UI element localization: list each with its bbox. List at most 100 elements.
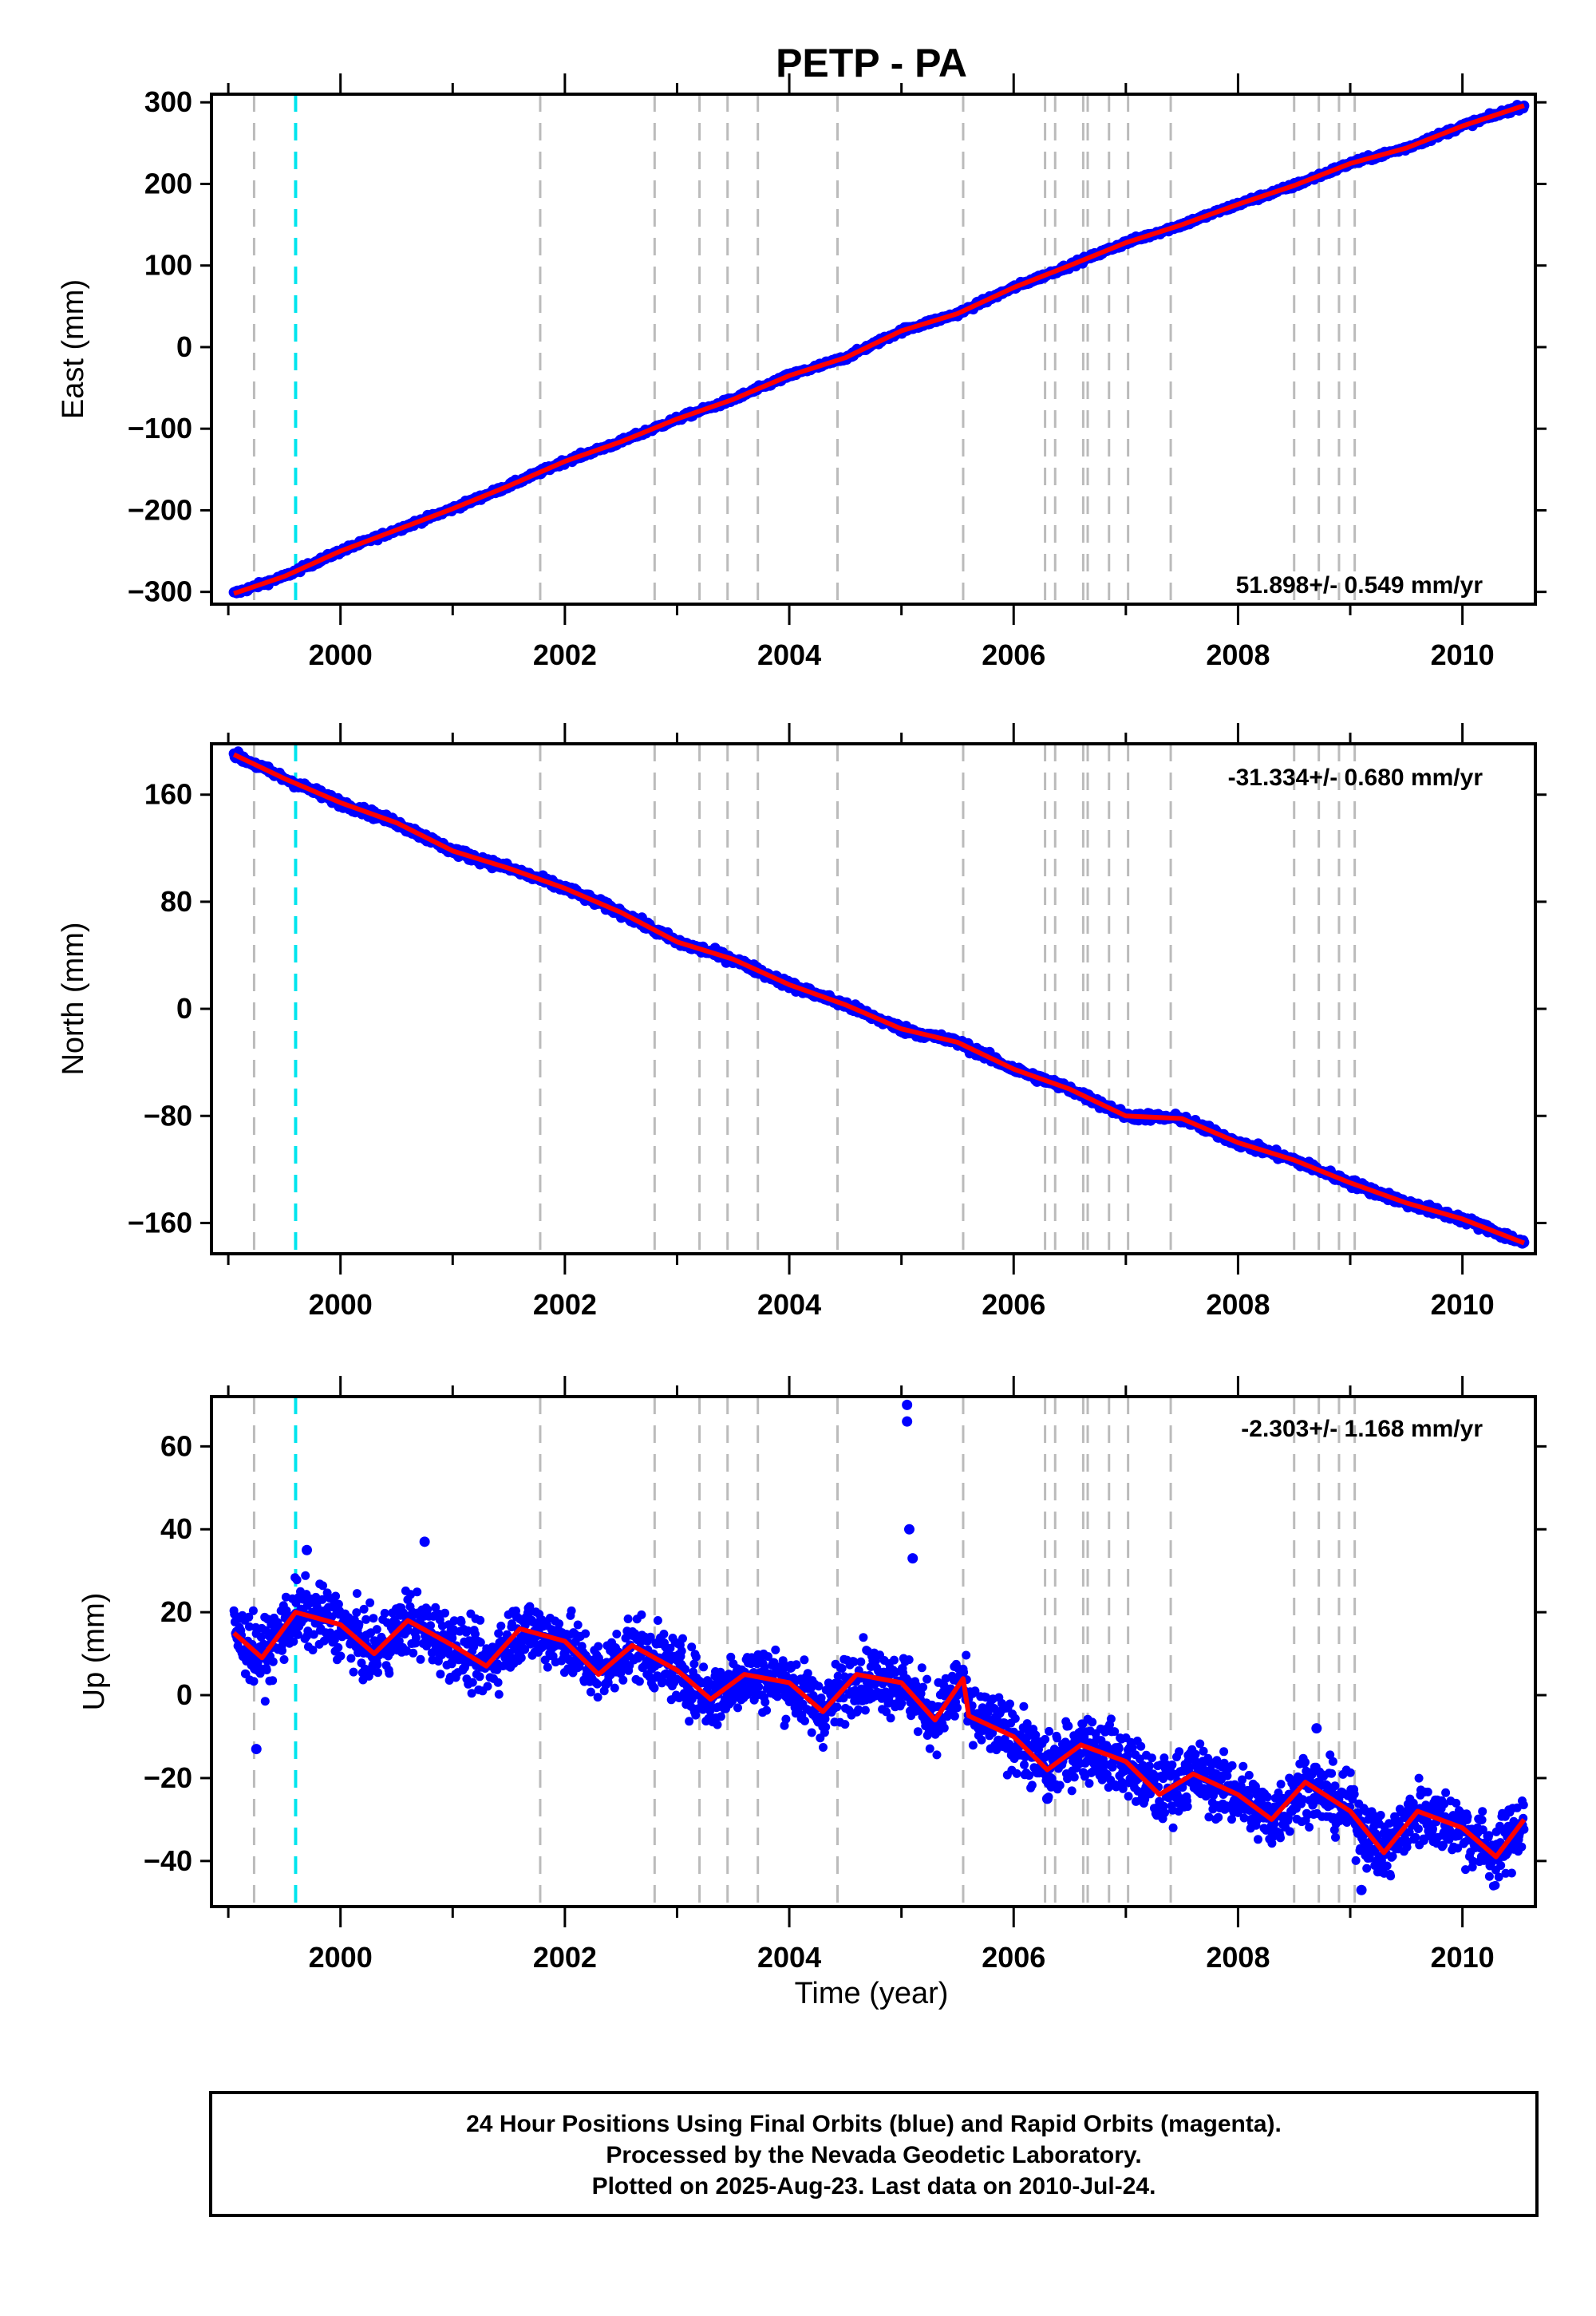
data-point <box>1020 1760 1029 1769</box>
data-point <box>1025 1771 1034 1780</box>
data-point <box>555 1619 564 1629</box>
data-point <box>819 1743 828 1752</box>
x-tick-label: 2010 <box>1431 1288 1495 1321</box>
data-point <box>689 1659 699 1669</box>
data-point <box>691 1652 701 1662</box>
data-point <box>1045 1726 1054 1736</box>
data-point <box>496 1621 506 1630</box>
data-point <box>593 1679 602 1689</box>
data-point <box>352 1608 361 1618</box>
data-point <box>897 1698 907 1708</box>
data-point <box>716 1712 725 1721</box>
data-point <box>268 1657 278 1666</box>
data-point <box>925 1744 934 1753</box>
y-tick-label: −80 <box>144 1099 192 1132</box>
data-point <box>1067 1786 1077 1796</box>
plot-frame <box>210 93 1537 606</box>
data-point <box>803 1669 812 1678</box>
x-tick-label: 2004 <box>757 1288 821 1321</box>
data-point <box>493 1678 503 1687</box>
data-point <box>369 1614 378 1623</box>
data-point <box>268 1676 278 1686</box>
data-point <box>1064 1721 1073 1731</box>
y-tick-label: 160 <box>144 778 192 811</box>
data-point <box>334 1642 343 1652</box>
data-point <box>260 1697 270 1706</box>
data-point <box>653 1616 662 1625</box>
data-point <box>1041 1734 1050 1744</box>
data-point <box>860 1705 870 1715</box>
data-point <box>672 1674 681 1684</box>
y-tick-label: 200 <box>144 167 192 200</box>
data-point <box>468 1678 477 1687</box>
data-point <box>416 1654 425 1664</box>
y-tick-label: −200 <box>128 493 192 526</box>
data-point <box>678 1634 687 1643</box>
data-point <box>1010 1713 1020 1723</box>
data-point <box>856 1657 866 1666</box>
data-point <box>1106 1714 1116 1724</box>
data-point <box>762 1705 772 1715</box>
data-point <box>1019 1701 1029 1711</box>
data-point <box>1110 1727 1120 1737</box>
data-point <box>456 1618 466 1626</box>
data-point <box>494 1629 504 1638</box>
chart-title: PETP - PA <box>776 41 967 85</box>
data-point <box>1055 1780 1065 1790</box>
data-point <box>449 1616 459 1626</box>
data-point <box>840 1720 850 1729</box>
data-point <box>849 1657 859 1666</box>
data-point <box>932 1750 942 1760</box>
data-point <box>832 1702 842 1712</box>
data-point <box>968 1741 978 1750</box>
data-point <box>385 1669 394 1678</box>
data-point <box>361 1614 371 1624</box>
data-point <box>1128 1743 1137 1753</box>
data-point <box>301 1571 310 1580</box>
data-point <box>334 1599 343 1609</box>
model-fit-line <box>233 103 1525 596</box>
data-point <box>913 1727 922 1737</box>
data-point <box>1118 1784 1128 1793</box>
data-point <box>476 1638 485 1647</box>
y-tick-label: −300 <box>128 575 192 608</box>
data-point <box>373 1668 382 1678</box>
data-point <box>594 1642 603 1651</box>
y-tick-label: 0 <box>176 992 192 1025</box>
data-point <box>249 1677 259 1686</box>
data-point <box>318 1595 327 1604</box>
data-point <box>833 1671 843 1681</box>
data-point <box>440 1608 449 1618</box>
data-point <box>346 1654 356 1663</box>
data-point <box>922 1674 932 1684</box>
data-point <box>567 1606 576 1615</box>
data-point <box>646 1632 655 1642</box>
rate-label: -31.334+/- 0.680 mm/yr <box>1228 765 1483 791</box>
data-point <box>431 1603 440 1612</box>
data-point <box>634 1677 644 1686</box>
data-point <box>248 1606 258 1615</box>
data-point <box>771 1645 780 1654</box>
data-point <box>483 1682 492 1691</box>
x-tick-label: 2000 <box>309 1288 373 1321</box>
data-point <box>733 1703 742 1713</box>
data-point <box>573 1620 583 1630</box>
data-point <box>293 1630 302 1639</box>
data-point <box>918 1682 928 1692</box>
x-tick-label: 2004 <box>757 638 821 671</box>
data-point <box>666 1643 675 1653</box>
data-point <box>687 1642 697 1652</box>
data-point <box>814 1682 824 1691</box>
x-tick-label: 2008 <box>1206 638 1270 671</box>
model-fit-line <box>232 752 1525 1246</box>
data-point <box>289 1637 298 1646</box>
data-point <box>959 1667 969 1677</box>
y-tick-label: 100 <box>144 249 192 282</box>
data-point <box>380 1608 389 1618</box>
data-point <box>475 1672 484 1682</box>
data-point <box>278 1646 286 1655</box>
data-point <box>713 1720 722 1729</box>
